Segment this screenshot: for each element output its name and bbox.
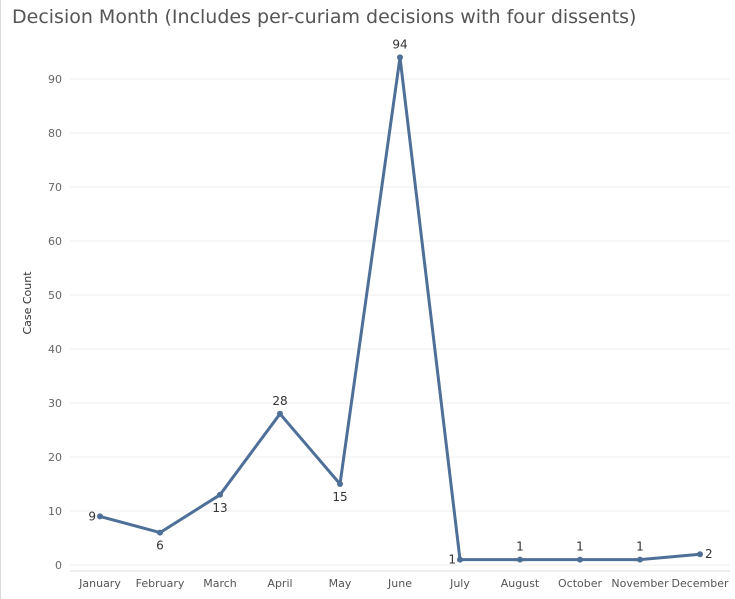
frame-left-border [0, 0, 1, 599]
point-december [697, 551, 703, 558]
y-axis-ticks: 0 10 20 30 40 50 60 70 80 90 [48, 73, 62, 572]
data-label-february: 6 [156, 539, 164, 553]
data-label-november: 1 [636, 540, 644, 554]
data-label-january: 9 [88, 509, 96, 523]
gridlines [70, 78, 730, 572]
y-tick-20: 20 [48, 451, 62, 464]
y-tick-90: 90 [48, 73, 62, 86]
y-tick-80: 80 [48, 127, 62, 140]
data-label-june: 94 [392, 37, 407, 51]
data-label-july: 1 [448, 553, 456, 567]
x-tick-february: February [136, 577, 185, 590]
data-points [97, 54, 703, 563]
x-tick-august: August [501, 577, 540, 590]
x-tick-november: November [611, 577, 669, 590]
y-axis-label: Case Count [21, 271, 34, 335]
y-tick-50: 50 [48, 289, 62, 302]
x-tick-december: December [671, 577, 729, 590]
point-january [97, 513, 103, 520]
y-tick-0: 0 [55, 559, 62, 572]
x-tick-july: July [449, 577, 470, 590]
y-tick-70: 70 [48, 181, 62, 194]
y-tick-60: 60 [48, 235, 62, 248]
y-tick-40: 40 [48, 343, 62, 356]
x-tick-october: October [558, 577, 602, 590]
x-tick-april: April [267, 577, 292, 590]
point-october [577, 556, 583, 563]
data-label-october: 1 [576, 540, 584, 554]
data-label-december: 2 [705, 547, 713, 561]
point-november [637, 556, 643, 563]
point-march [217, 491, 223, 498]
point-august [517, 556, 523, 563]
y-tick-30: 30 [48, 397, 62, 410]
y-tick-10: 10 [48, 505, 62, 518]
point-april [277, 410, 283, 417]
point-february [157, 529, 163, 536]
data-label-april: 28 [272, 394, 287, 408]
data-label-march: 13 [212, 501, 227, 515]
x-tick-may: May [329, 577, 352, 590]
x-tick-january: January [78, 577, 121, 590]
point-june [397, 54, 403, 61]
point-july [457, 556, 463, 563]
data-label-may: 15 [332, 490, 347, 504]
x-tick-march: March [203, 577, 237, 590]
x-axis-ticks: January February March April May June July Augu… [78, 577, 729, 590]
point-may [337, 481, 343, 487]
data-label-august: 1 [516, 540, 524, 554]
x-tick-june: June [387, 577, 412, 590]
data-labels: 9 6 13 28 15 94 1 1 1 1 2 [88, 37, 712, 566]
chart-title: Decision Month (Includes per-curiam deci… [12, 6, 637, 28]
